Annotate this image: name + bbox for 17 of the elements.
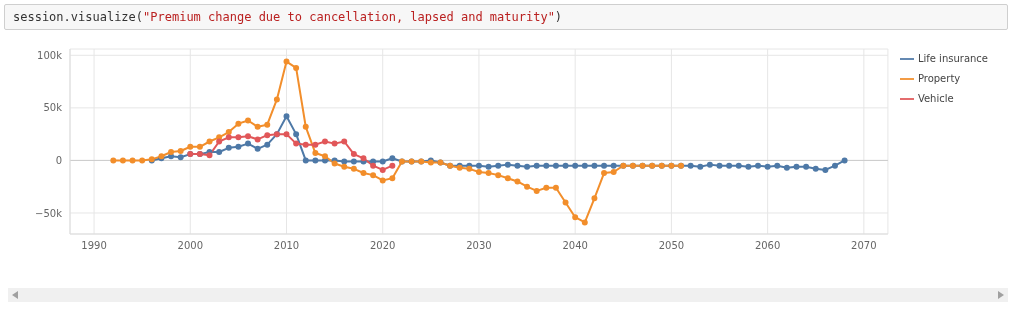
- x-tick-label: 2030: [466, 240, 492, 252]
- x-tick-label: 1990: [81, 240, 107, 252]
- x-tick-label: 2050: [658, 240, 685, 252]
- y-tick-label: 50k: [43, 102, 63, 114]
- x-tick-label: 2060: [754, 240, 781, 252]
- x-tick-label: 2040: [562, 240, 588, 252]
- x-tick-label: 2010: [273, 240, 300, 252]
- text: session.visualize("Premium change due to cancellation, lapsed and maturity"): [13, 10, 563, 24]
- x-tick-label: 2070: [851, 240, 877, 252]
- x-tick-label: 2000: [177, 240, 204, 252]
- legend-label: Life insurance: [917, 53, 988, 64]
- legend-label: Property: [917, 73, 961, 84]
- legend-label: Vehicle: [917, 93, 954, 104]
- x-tick-label: 2020: [370, 240, 396, 252]
- y-tick-label: 100k: [37, 49, 63, 61]
- y-tick-label: −50k: [35, 207, 63, 219]
- y-tick-label: 0: [55, 154, 62, 166]
